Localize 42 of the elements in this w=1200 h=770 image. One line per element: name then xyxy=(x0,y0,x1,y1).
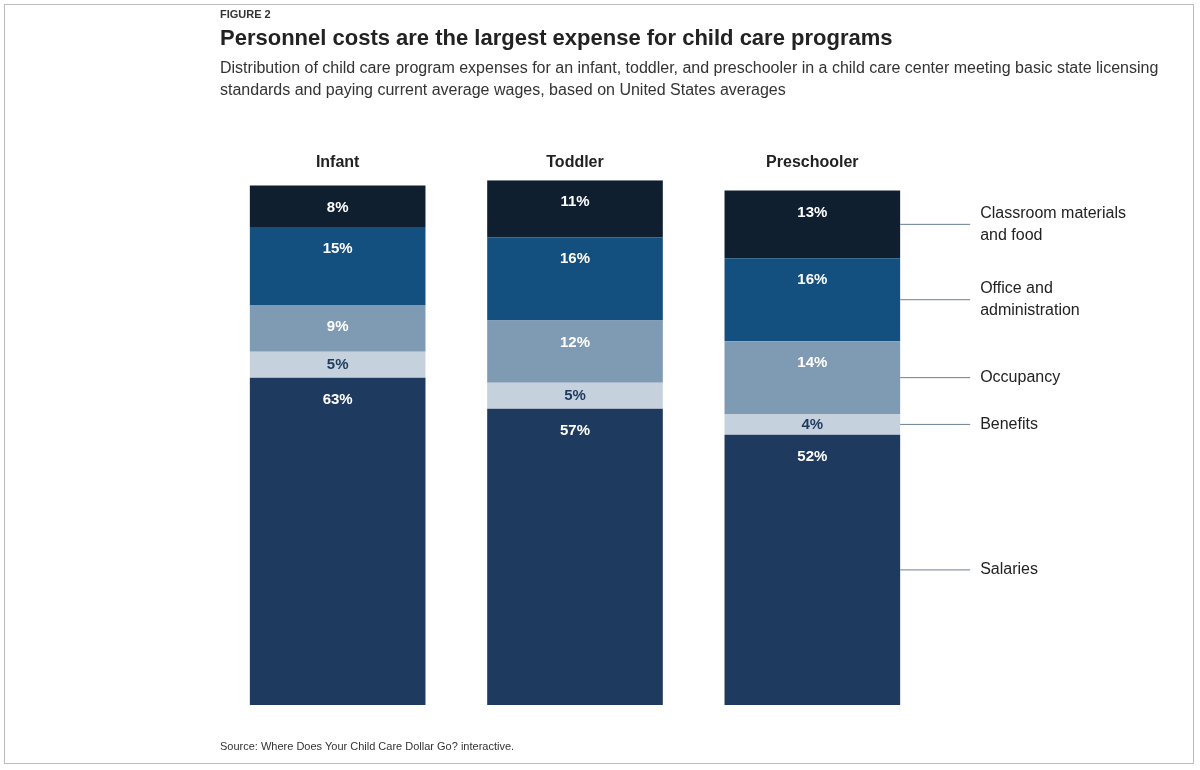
data-label: 16% xyxy=(797,270,828,288)
text: Office and administration xyxy=(980,279,1080,319)
bar xyxy=(724,258,901,342)
data-label: 4% xyxy=(801,414,824,432)
data-label: 9% xyxy=(326,317,349,335)
bar xyxy=(487,408,663,705)
data-label: 57% xyxy=(559,420,591,438)
bar xyxy=(724,414,901,435)
text: Occupancy xyxy=(980,368,1061,386)
data-label: 16% xyxy=(559,249,591,267)
bar xyxy=(487,382,663,409)
data-label: 11% xyxy=(560,192,590,210)
bar xyxy=(487,320,663,383)
text: Salaries xyxy=(980,560,1038,578)
text: Classroom materials and food xyxy=(980,203,1126,243)
bar xyxy=(724,190,901,259)
chart-subtitle: Distribution of child care program expenses for an infant, toddler, and preschooler in a child care center meeting basic state licensing standards and paying current average wages, based on United States averages xyxy=(220,58,1160,100)
x-tick-label: Infant xyxy=(315,153,361,171)
bar xyxy=(249,351,426,378)
bar xyxy=(724,341,901,415)
bar xyxy=(487,237,663,321)
text: Benefits xyxy=(980,414,1038,432)
x-tick-label: Toddler xyxy=(546,153,604,171)
data-label: 8% xyxy=(326,197,349,215)
bar xyxy=(724,434,901,705)
data-label: 5% xyxy=(326,354,349,372)
bar xyxy=(249,185,426,227)
data-label: 63% xyxy=(322,389,353,407)
data-label: 52% xyxy=(797,446,828,464)
data-label: 14% xyxy=(797,353,828,371)
caption: FIGURE 2 xyxy=(220,8,271,20)
data-label: 13% xyxy=(797,202,828,220)
source-note: Source: Where Does Your Child Care Dollar Go? interactive. xyxy=(220,740,515,752)
bar xyxy=(249,226,426,305)
data-label: 5% xyxy=(564,385,586,403)
data-label: 12% xyxy=(559,332,591,350)
bar xyxy=(249,377,426,705)
x-tick-label: Preschooler xyxy=(766,153,859,171)
data-label: 15% xyxy=(322,239,353,257)
bar xyxy=(487,180,663,238)
bar xyxy=(249,304,426,352)
chart-title: Personnel costs are the largest expense for child care programs xyxy=(220,25,893,51)
